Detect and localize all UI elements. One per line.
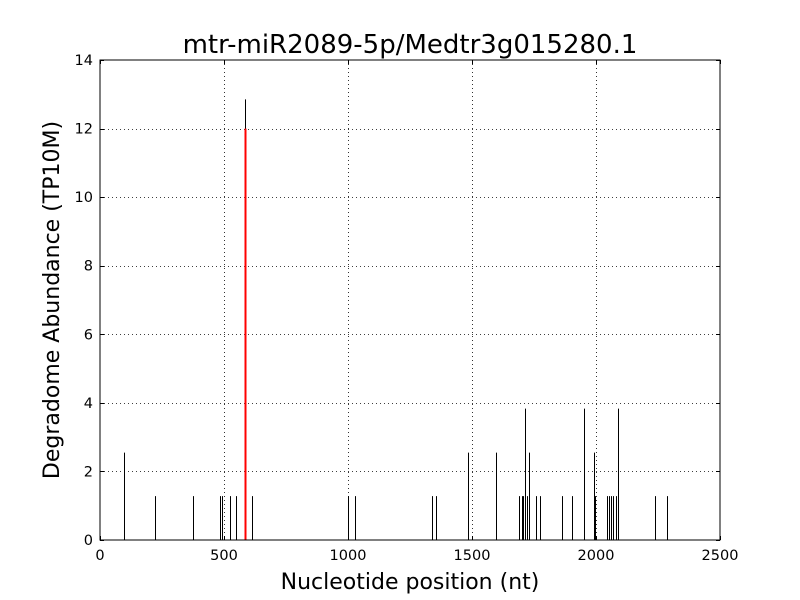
y-tick-label: 6	[84, 327, 93, 343]
grid-lines	[100, 60, 720, 540]
x-tick-label: 2000	[578, 548, 615, 564]
y-tick-label: 8	[84, 259, 93, 275]
chart-title: mtr-miR2089-5p/Medtr3g015280.1	[183, 30, 638, 60]
x-tick-label: 1500	[454, 548, 491, 564]
y-tick-label: 10	[75, 190, 93, 206]
x-tick-label: 1000	[330, 548, 367, 564]
y-tick-label: 4	[84, 396, 93, 412]
x-axis-title: Nucleotide position (nt)	[281, 570, 540, 595]
y-axis-title: Degradome Abundance (TP10M)	[40, 121, 65, 479]
y-tick-label: 12	[75, 122, 93, 138]
x-tick-label: 2500	[702, 548, 739, 564]
plot-area	[100, 60, 720, 540]
plot-frame	[99, 59, 721, 541]
y-tick-label: 2	[84, 464, 93, 480]
axis-ticks	[100, 60, 721, 541]
tick-labels: 0 500 1000 1500 2000 2500 0 2 4 6 8 10 12 14	[75, 53, 739, 564]
x-tick-label: 0	[95, 548, 104, 564]
x-tick-label: 500	[210, 548, 238, 564]
y-tick-label: 14	[75, 53, 93, 69]
y-tick-label: 0	[84, 533, 93, 549]
chart-marks	[124, 99, 668, 540]
